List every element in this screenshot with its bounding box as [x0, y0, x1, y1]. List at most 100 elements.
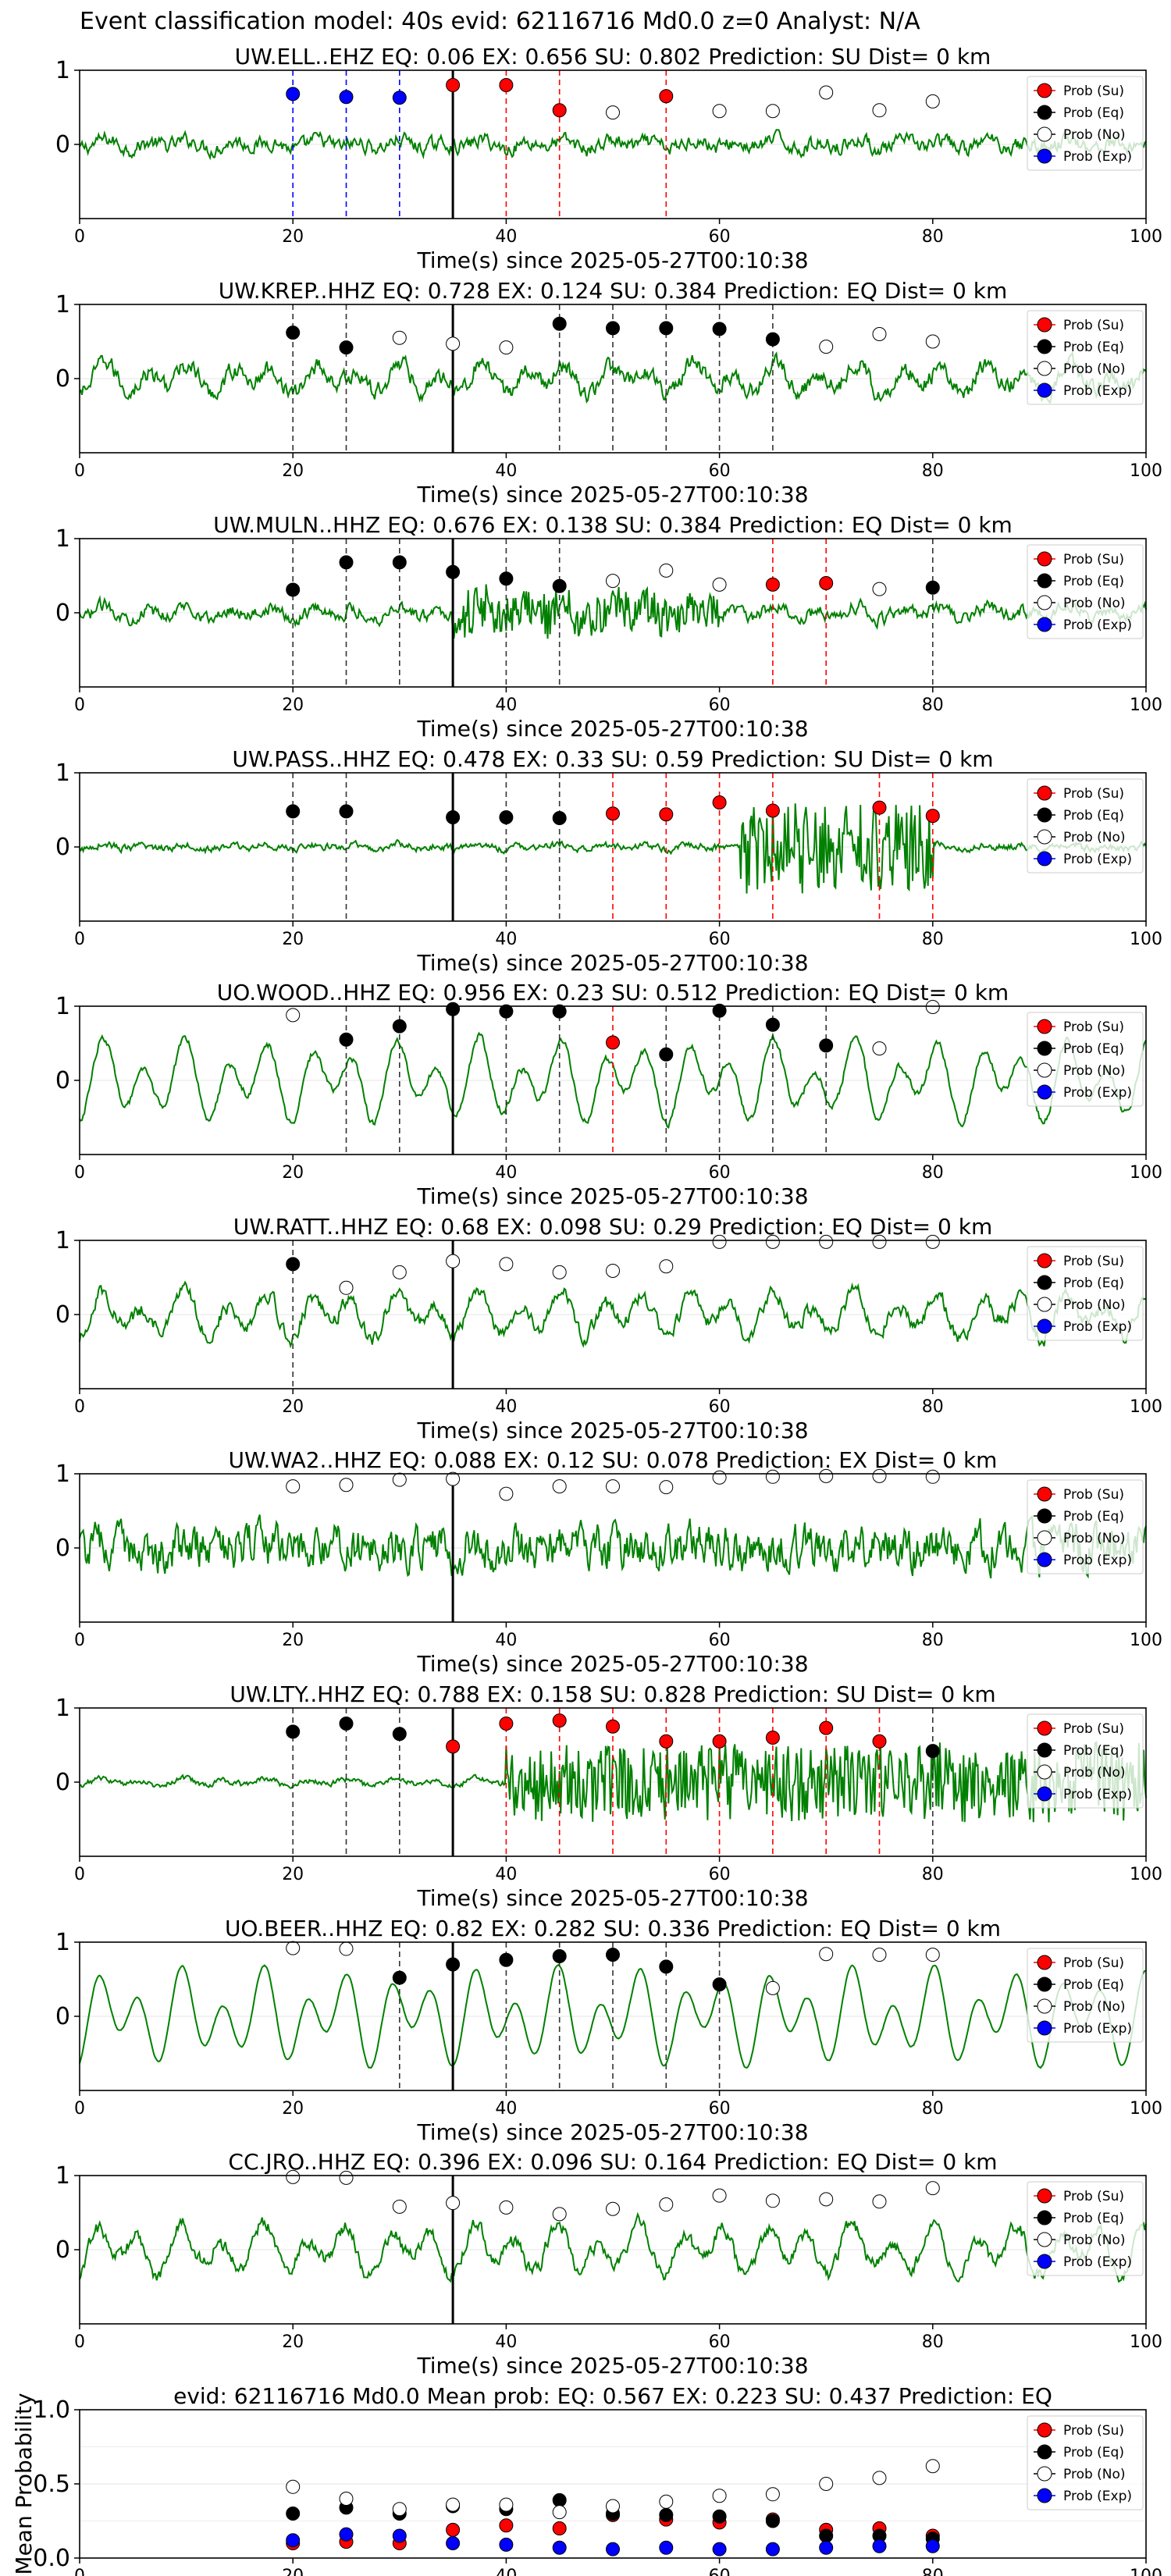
prob-marker-no: [765, 1469, 780, 1484]
prob-marker-no: [872, 1948, 887, 1962]
x-tick-label: 40: [495, 1163, 517, 1183]
legend-label-exp: Prob (Exp): [1063, 383, 1132, 399]
mean-prob-marker-exp: [712, 2542, 727, 2556]
panel-title: UW.PASS..HHZ EQ: 0.478 EX: 0.33 SU: 0.59…: [232, 746, 993, 772]
x-tick-label: 100: [1130, 2567, 1162, 2576]
prob-marker-no: [446, 2196, 461, 2211]
prob-marker-eq: [286, 804, 301, 819]
prob-marker-no: [872, 1041, 887, 1056]
x-axis-label: Time(s) since 2025-05-27T00:10:38: [416, 482, 808, 507]
mean-prob-marker-eq: [712, 2509, 727, 2524]
prob-marker-no: [872, 327, 887, 341]
station-panel-1: UW.KREP..HHZ EQ: 0.728 EX: 0.124 SU: 0.3…: [55, 278, 1162, 507]
y-tick-label: 1: [55, 1929, 70, 1956]
prob-marker-su: [872, 1734, 887, 1749]
prob-marker-no: [819, 1234, 834, 1249]
prob-marker-eq: [339, 555, 354, 570]
legend-label-eq: Prob (Eq): [1063, 808, 1124, 824]
mean-prob-marker-eq: [552, 2492, 567, 2507]
prob-marker-eq: [499, 1952, 514, 1967]
y-tick-label: 0: [55, 1769, 70, 1796]
x-tick-label: 80: [922, 696, 944, 715]
y-tick-label: 1: [55, 57, 70, 84]
x-tick-label: 100: [1130, 1163, 1162, 1183]
y-tick-label: 1: [55, 525, 70, 553]
prob-marker-su: [872, 800, 887, 815]
prob-marker-no: [765, 2194, 780, 2208]
legend-marker-no: [1037, 1530, 1052, 1546]
prob-marker-eq: [552, 810, 567, 825]
legend-label-su: Prob (Su): [1063, 84, 1124, 99]
legend-label-eq: Prob (Eq): [1063, 340, 1124, 355]
legend-marker-su: [1037, 1019, 1052, 1034]
prob-marker-eq: [392, 1019, 407, 1034]
legend-label-exp: Prob (Exp): [1063, 852, 1132, 867]
panel-title: UW.KREP..HHZ EQ: 0.728 EX: 0.124 SU: 0.3…: [219, 278, 1007, 304]
prob-marker-eq: [286, 582, 301, 597]
panel-title: UO.BEER..HHZ EQ: 0.82 EX: 0.282 SU: 0.33…: [225, 1916, 1001, 1941]
station-panel-4: UO.WOOD..HHZ EQ: 0.956 EX: 0.23 SU: 0.51…: [55, 980, 1162, 1209]
x-axis-label: Time(s) since 2025-05-27T00:10:38: [416, 2353, 808, 2379]
x-tick-label: 40: [495, 1397, 517, 1417]
legend-marker-eq: [1037, 573, 1052, 589]
x-tick-label: 80: [922, 1163, 944, 1183]
prob-marker-su: [659, 1734, 674, 1749]
prob-marker-no: [925, 1469, 940, 1484]
panel-title: UW.MULN..HHZ EQ: 0.676 EX: 0.138 SU: 0.3…: [213, 512, 1013, 538]
prob-marker-eq: [339, 1032, 354, 1047]
prob-marker-eq: [446, 564, 461, 579]
prob-marker-eq: [446, 1957, 461, 1972]
station-panel-0: UW.ELL..EHZ EQ: 0.06 EX: 0.656 SU: 0.802…: [55, 44, 1162, 273]
x-tick-label: 40: [495, 461, 517, 481]
legend-box: [1027, 1479, 1144, 1574]
prob-marker-eq: [392, 1970, 407, 1985]
legend-marker-exp: [1037, 1552, 1052, 1567]
legend-label-exp: Prob (Exp): [1063, 1553, 1132, 1568]
prob-marker-no: [392, 1265, 407, 1279]
mean-prob-marker-exp: [925, 2539, 940, 2553]
prob-marker-no: [925, 2181, 940, 2196]
x-tick-label: 100: [1130, 696, 1162, 715]
legend-marker-su: [1037, 1486, 1052, 1502]
mean-prob-marker-no: [765, 2487, 780, 2502]
y-tick-label: 1: [55, 760, 70, 787]
mean-prob-marker-exp: [286, 2533, 301, 2548]
legend-label-no: Prob (No): [1063, 361, 1126, 377]
x-tick-label: 60: [709, 2099, 731, 2119]
mean-prob-marker-no: [819, 2477, 834, 2491]
x-tick-label: 100: [1130, 1865, 1162, 1884]
y-tick-label: 1: [55, 291, 70, 318]
x-tick-label: 80: [922, 1397, 944, 1417]
x-tick-label: 0: [74, 1865, 85, 1884]
prob-marker-no: [712, 577, 727, 592]
x-tick-label: 20: [282, 1397, 304, 1417]
prob-marker-eq: [552, 578, 567, 593]
legend-marker-no: [1037, 1764, 1052, 1780]
x-tick-label: 0: [74, 227, 85, 247]
legend-marker-su: [1037, 785, 1052, 801]
prob-marker-su: [606, 806, 620, 821]
prob-marker-no: [765, 1234, 780, 1249]
mean-prob-marker-exp: [392, 2528, 407, 2543]
legend-marker-exp: [1037, 2254, 1052, 2269]
station-panel-7: UW.LTY..HHZ EQ: 0.788 EX: 0.158 SU: 0.82…: [55, 1681, 1162, 1911]
prob-marker-su: [552, 1713, 567, 1728]
prob-marker-su: [606, 1035, 620, 1050]
prob-marker-eq: [765, 332, 780, 347]
legend-label-su: Prob (Su): [1063, 2423, 1124, 2439]
prob-marker-eq: [925, 1744, 940, 1759]
legend-box: [1027, 1713, 1144, 1809]
x-tick-label: 40: [495, 2332, 517, 2352]
legend-marker-no: [1037, 126, 1052, 142]
y-tick-label: 0: [55, 1301, 70, 1329]
waveform-trace: [79, 129, 1147, 161]
prob-marker-eq: [446, 810, 461, 824]
legend-label-eq: Prob (Eq): [1063, 1977, 1124, 1993]
x-axis-label: Time(s) since 2025-05-27T00:10:38: [416, 1418, 808, 1443]
prob-marker-no: [659, 563, 674, 578]
y-tick-label: 1: [55, 1227, 70, 1254]
legend-label-exp: Prob (Exp): [1063, 1319, 1132, 1335]
station-panel-9: CC.JRO..HHZ EQ: 0.396 EX: 0.096 SU: 0.16…: [55, 2149, 1162, 2379]
y-axis-label: Mean Probability: [11, 2393, 37, 2574]
